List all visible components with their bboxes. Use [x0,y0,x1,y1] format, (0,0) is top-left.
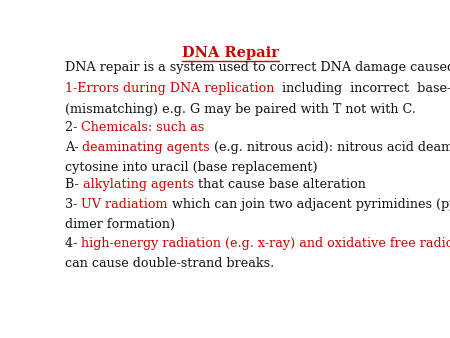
Text: DNA Repair: DNA Repair [182,46,279,60]
Text: (mismatching) e.g. G may be paired with T not with C.: (mismatching) e.g. G may be paired with … [65,102,416,116]
Text: 2-: 2- [65,121,81,134]
Text: 4-: 4- [65,237,81,250]
Text: dimer formation): dimer formation) [65,218,175,231]
Text: A-: A- [65,141,82,154]
Text: DNA repair is a system used to correct DNA damage caused by either:: DNA repair is a system used to correct D… [65,62,450,74]
Text: alkylating agents: alkylating agents [83,178,194,192]
Text: can cause double-strand breaks.: can cause double-strand breaks. [65,257,274,270]
Text: Chemicals: such as: Chemicals: such as [81,121,205,134]
Text: (e.g. nitrous acid): nitrous acid deaminates: (e.g. nitrous acid): nitrous acid deamin… [210,141,450,154]
Text: 1-Errors during DNA replication: 1-Errors during DNA replication [65,82,274,95]
Text: high-energy radiation (e.g. x-ray) and oxidative free radicals: high-energy radiation (e.g. x-ray) and o… [81,237,450,250]
Text: that cause base alteration: that cause base alteration [194,178,365,192]
Text: cytosine into uracil (base replacement): cytosine into uracil (base replacement) [65,161,318,174]
Text: B-: B- [65,178,83,192]
Text: deaminating agents: deaminating agents [82,141,210,154]
Text: including  incorrect  base-pairing: including incorrect base-pairing [274,82,450,95]
Text: 3-: 3- [65,198,81,211]
Text: UV radiatiom: UV radiatiom [81,198,168,211]
Text: which can join two adjacent pyrimidines (pyromidine: which can join two adjacent pyrimidines … [168,198,450,211]
